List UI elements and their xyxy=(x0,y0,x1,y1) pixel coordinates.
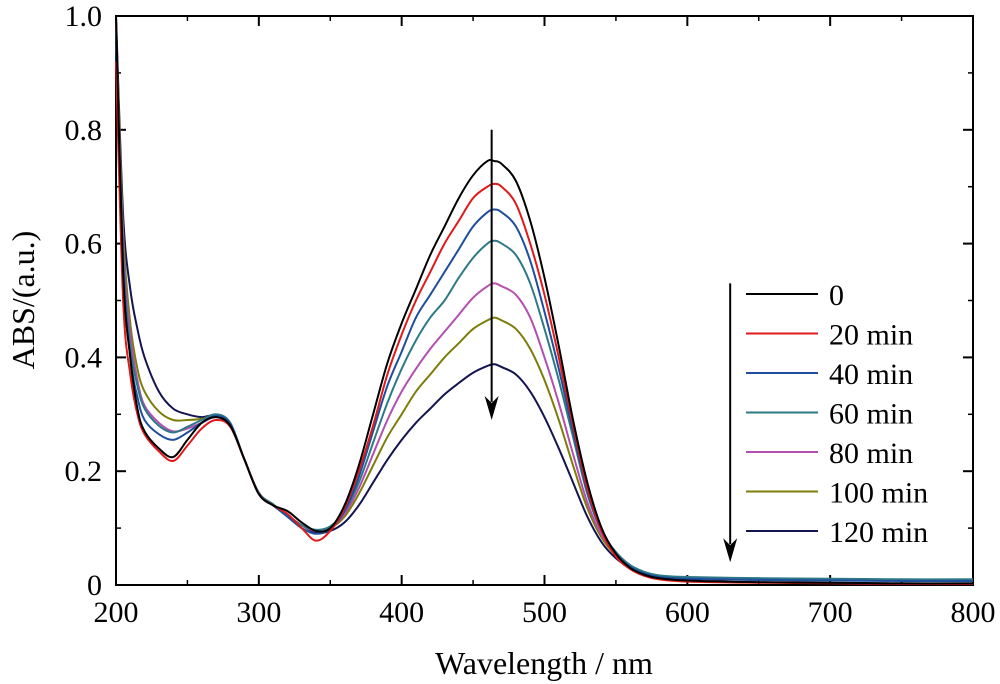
series-lines xyxy=(115,15,974,585)
y-tick-label: 0.8 xyxy=(65,114,103,147)
y-tick-label: 0.6 xyxy=(65,228,103,261)
legend-label: 120 min xyxy=(829,516,928,549)
legend-label: 0 xyxy=(829,279,844,312)
arrow-head xyxy=(484,395,499,420)
series-line-60-min xyxy=(115,33,974,581)
legend-label: 60 min xyxy=(829,398,913,431)
annotation-arrows xyxy=(484,129,738,563)
y-tick-label: 1.0 xyxy=(65,0,103,33)
tick-labels: 200 300 400 500 600 700 800 0 0.2 0.4 0.6 0.8 1.0 xyxy=(65,0,996,629)
legend-label: 80 min xyxy=(829,437,913,470)
y-tick-label: 0.4 xyxy=(65,341,103,374)
axis-ticks xyxy=(115,15,974,586)
legend-label: 20 min xyxy=(829,319,913,352)
y-axis-label: ABS/(a.u.) xyxy=(5,231,41,370)
arrow-head xyxy=(723,538,738,563)
x-tick-label: 200 xyxy=(94,596,139,629)
x-tick-label: 700 xyxy=(808,596,853,629)
legend: 0 20 min 40 min 60 min 80 min 100 min 120 min xyxy=(746,279,928,549)
y-tick-label: 0 xyxy=(87,569,102,602)
x-tick-label: 300 xyxy=(236,596,281,629)
x-tick-label: 500 xyxy=(522,596,567,629)
legend-label: 40 min xyxy=(829,358,913,391)
x-tick-label: 600 xyxy=(665,596,710,629)
x-axis-label: Wavelength / nm xyxy=(435,645,653,681)
series-line-0 xyxy=(115,15,974,585)
x-tick-label: 800 xyxy=(951,596,996,629)
legend-label: 100 min xyxy=(829,477,928,510)
x-tick-label: 400 xyxy=(379,596,424,629)
y-tick-label: 0.2 xyxy=(65,455,103,488)
series-line-20-min xyxy=(115,61,974,585)
